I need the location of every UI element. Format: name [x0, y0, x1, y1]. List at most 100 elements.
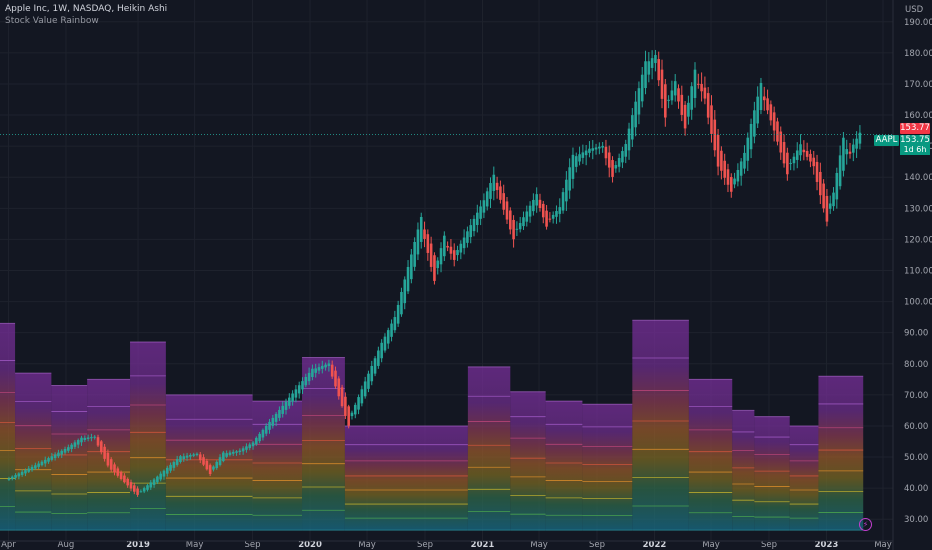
- candle-body: [162, 470, 166, 477]
- candle-body: [693, 69, 697, 98]
- candle-body: [716, 134, 720, 167]
- rainbow-band: [165, 394, 253, 531]
- candle-body: [825, 195, 829, 222]
- candle-body: [720, 150, 723, 171]
- candle-body: [185, 455, 189, 458]
- candle-body: [759, 82, 763, 111]
- candle-body: [604, 146, 608, 159]
- candle-body: [627, 128, 631, 151]
- candle-body: [63, 448, 67, 453]
- y-tick-label: 100.00: [904, 298, 932, 308]
- y-tick-label: 130.00: [904, 204, 932, 214]
- candle-body: [76, 440, 80, 445]
- candle-body: [538, 199, 542, 209]
- candle-body: [416, 229, 420, 255]
- candle-body: [459, 243, 463, 253]
- y-tick-label: 190.00: [904, 18, 932, 28]
- candle-body: [637, 88, 641, 115]
- candle-body: [7, 478, 11, 480]
- candle-body: [472, 218, 476, 232]
- candle-body: [743, 152, 746, 169]
- candle-body: [541, 203, 545, 218]
- candle-body: [202, 457, 205, 465]
- rainbow-band: [789, 425, 819, 531]
- candle-body: [812, 157, 816, 167]
- candle-body: [828, 203, 832, 209]
- candle-body: [307, 372, 311, 382]
- candle-body: [400, 291, 403, 315]
- candle-body: [347, 406, 350, 426]
- candle-body: [489, 183, 492, 199]
- candle-body: [245, 446, 248, 450]
- candle-body: [634, 101, 637, 128]
- candle-body: [515, 228, 519, 230]
- y-tick-label: 110.00: [904, 267, 932, 277]
- candle-body: [683, 104, 687, 129]
- x-tick-label: May: [874, 540, 892, 550]
- candle-body: [142, 488, 146, 492]
- candle-body: [723, 160, 726, 178]
- indicator-label[interactable]: Stock Value Rainbow: [5, 16, 99, 26]
- candle-body: [581, 152, 585, 158]
- candle-body: [70, 444, 73, 449]
- rainbow-band: [467, 366, 511, 531]
- candle-body: [146, 485, 149, 490]
- rainbow-band: [545, 401, 583, 531]
- rainbow-band: [344, 425, 468, 531]
- candle-body: [179, 456, 182, 463]
- candle-body: [96, 437, 100, 446]
- candle-body: [545, 210, 548, 227]
- candle-body: [739, 161, 743, 176]
- candle-body: [835, 172, 839, 200]
- y-tick-label: 120.00: [904, 235, 932, 245]
- candle-body: [281, 405, 285, 414]
- candle-body: [129, 482, 133, 489]
- x-tick-label: Sep: [589, 540, 605, 550]
- candle-body: [80, 437, 83, 443]
- candle-body: [268, 421, 271, 430]
- candle-body: [274, 413, 278, 422]
- candle-body: [848, 151, 852, 154]
- x-tick-label: 2022: [643, 540, 667, 550]
- rainbow-band: [130, 342, 166, 531]
- candle-body: [10, 476, 14, 479]
- rainbow-band: [252, 401, 303, 531]
- candle-body: [406, 266, 410, 292]
- candle-body: [251, 442, 255, 447]
- rainbow-band: [15, 373, 52, 531]
- candle-body: [367, 373, 370, 389]
- candle-body: [611, 160, 614, 177]
- candle-body: [86, 437, 90, 439]
- candle-body: [439, 248, 443, 265]
- candle-body: [617, 158, 621, 167]
- candle-body: [73, 442, 77, 447]
- lightning-icon[interactable]: ⚡: [859, 518, 872, 531]
- y-tick-label: 90.00: [904, 329, 928, 339]
- candle-body: [802, 149, 806, 153]
- candle-body: [149, 482, 153, 488]
- candle-body: [561, 192, 565, 211]
- y-tick-label: 80.00: [904, 360, 928, 370]
- candle-body: [43, 459, 47, 464]
- candle-body: [624, 144, 628, 157]
- candle-body: [172, 462, 176, 468]
- candle-body: [116, 468, 120, 476]
- x-tick-label: 2019: [126, 540, 150, 550]
- candle-body: [855, 138, 858, 149]
- candle-body: [152, 479, 156, 485]
- candle-body: [67, 447, 70, 451]
- candle-body: [690, 86, 693, 110]
- candle-body: [644, 61, 647, 89]
- candle-body: [532, 199, 535, 212]
- candle-body: [57, 452, 60, 457]
- y-tick-label: 160.00: [904, 111, 932, 121]
- candle-body: [198, 454, 202, 461]
- candle-body: [551, 214, 555, 219]
- candle-body: [819, 171, 822, 196]
- candle-body: [786, 152, 789, 175]
- candle-body: [706, 93, 710, 118]
- candle-body: [53, 454, 57, 459]
- rainbow-band: [0, 323, 16, 531]
- last-price-badge: 153.75: [900, 135, 930, 145]
